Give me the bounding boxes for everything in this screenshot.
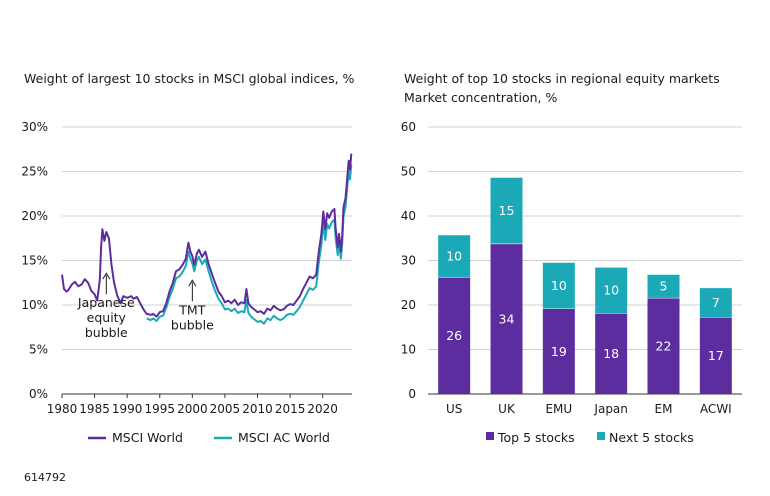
right-x-tick-label-us: US: [446, 402, 462, 416]
data-label-japan-next-5-stocks: 10: [603, 283, 619, 298]
left-x-tick-label: 2010: [242, 402, 273, 416]
data-label-uk-top-5-stocks: 34: [499, 311, 515, 326]
legend-label-msci-ac-world: MSCI AC World: [238, 430, 330, 445]
right-y-tick-label: 30: [401, 254, 416, 268]
annotation-text: bubble: [85, 325, 128, 340]
annotation-text: TMT: [178, 302, 205, 317]
left-x-tick-label: 2000: [177, 402, 208, 416]
right-chart-title-line1: Weight of top 10 stocks in regional equi…: [404, 71, 720, 86]
right-chart-title-line2: Market concentration, %: [404, 90, 557, 105]
bar-japan-top-5-stocks: [595, 313, 628, 394]
left-y-tick-label: 15%: [21, 254, 48, 268]
right-y-tick-label: 10: [401, 343, 416, 357]
left-x-tick-label: 1980: [47, 402, 78, 416]
right-x-tick-label-emu: EMU: [545, 402, 572, 416]
left-y-tick-label: 0%: [29, 387, 48, 401]
left-y-tick-label: 10%: [21, 298, 48, 312]
annotation-text: bubble: [171, 317, 214, 332]
left-y-tick-label: 30%: [21, 120, 48, 134]
bar-japan-next-5-stocks: [595, 267, 628, 314]
line-msci-world: [61, 153, 353, 318]
right-x-tick-label-em: EM: [655, 402, 673, 416]
bar-uk-next-5-stocks: [490, 177, 523, 244]
annotation-text: equity: [87, 310, 127, 325]
right-bars: 26 10 34 15 19 10 18 10 22 5 17 7: [438, 176, 732, 394]
legend-label-top-5-stocks: Top 5 stocks: [497, 430, 575, 445]
right-x-tick-labels: US UK EMU Japan EM ACWI: [446, 402, 732, 416]
bar-em-next-5-stocks: [647, 274, 680, 298]
line-msci-ac-world: [146, 164, 353, 325]
right-legend: Top 5 stocks Next 5 stocks: [486, 430, 694, 445]
legend-swatch-next-5-stocks: [597, 432, 605, 440]
left-chart-title: Weight of largest 10 stocks in MSCI glob…: [24, 71, 355, 86]
left-y-tick-label: 5%: [29, 343, 48, 357]
left-x-tick-labels: 1980 1985 1990 1995 2000 2005 2010 2015 2020: [47, 394, 338, 416]
data-label-us-next-5-stocks: 10: [446, 248, 462, 263]
left-x-tick-label: 2015: [275, 402, 306, 416]
annotation-arrowhead: [102, 272, 111, 280]
right-x-tick-label-acwi: ACWI: [700, 402, 732, 416]
data-label-emu-next-5-stocks: 10: [551, 278, 567, 293]
right-chart: Weight of top 10 stocks in regional equi…: [401, 71, 742, 445]
data-label-us-top-5-stocks: 26: [446, 328, 462, 343]
left-x-tick-label: 2020: [307, 402, 338, 416]
bar-emu-next-5-stocks: [542, 262, 575, 309]
bar-acwi-next-5-stocks: [699, 287, 732, 318]
right-x-tick-label-japan: Japan: [593, 402, 627, 416]
bar-em-top-5-stocks: [647, 297, 680, 394]
right-gridlines: [428, 126, 742, 395]
left-legend: MSCI World MSCI AC World: [88, 430, 330, 445]
bar-us-top-5-stocks: [438, 276, 471, 394]
legend-label-next-5-stocks: Next 5 stocks: [609, 430, 694, 445]
legend-label-msci-world: MSCI World: [112, 430, 183, 445]
bar-uk-top-5-stocks: [490, 243, 523, 394]
right-y-tick-label: 20: [401, 298, 416, 312]
bar-emu-top-5-stocks: [542, 308, 575, 394]
annotation-text: Japanese: [77, 295, 135, 310]
left-x-tick-label: 1985: [79, 402, 110, 416]
left-x-tick-label: 1995: [144, 402, 175, 416]
right-y-tick-label: 50: [401, 165, 416, 179]
left-y-tick-label: 20%: [21, 209, 48, 223]
bar-us-next-5-stocks: [438, 234, 471, 277]
data-label-em-top-5-stocks: 22: [656, 338, 672, 353]
left-series-lines: [61, 153, 353, 325]
data-label-acwi-top-5-stocks: 17: [708, 348, 724, 363]
data-label-acwi-next-5-stocks: 7: [712, 295, 720, 310]
footer-id: 614792: [24, 471, 66, 484]
bar-acwi-top-5-stocks: [699, 317, 732, 394]
legend-swatch-top-5-stocks: [486, 432, 494, 440]
data-label-emu-top-5-stocks: 19: [551, 344, 567, 359]
left-x-tick-label: 1990: [112, 402, 143, 416]
left-y-tick-labels: 0% 5% 10% 15% 20% 25% 30%: [21, 120, 48, 401]
right-x-tick-label-uk: UK: [498, 402, 516, 416]
left-x-tick-label: 2005: [210, 402, 241, 416]
right-y-tick-label: 60: [401, 120, 416, 134]
data-label-em-next-5-stocks: 5: [660, 279, 668, 294]
right-y-tick-labels: 0 10 20 30 40 50 60: [401, 120, 416, 401]
left-y-tick-label: 25%: [21, 165, 48, 179]
right-y-tick-label: 40: [401, 209, 416, 223]
data-label-japan-top-5-stocks: 18: [603, 346, 619, 361]
right-y-tick-label: 0: [408, 387, 416, 401]
left-chart: Weight of largest 10 stocks in MSCI glob…: [21, 71, 354, 445]
data-label-uk-next-5-stocks: 15: [499, 203, 515, 218]
annotation-arrowhead: [188, 279, 197, 287]
